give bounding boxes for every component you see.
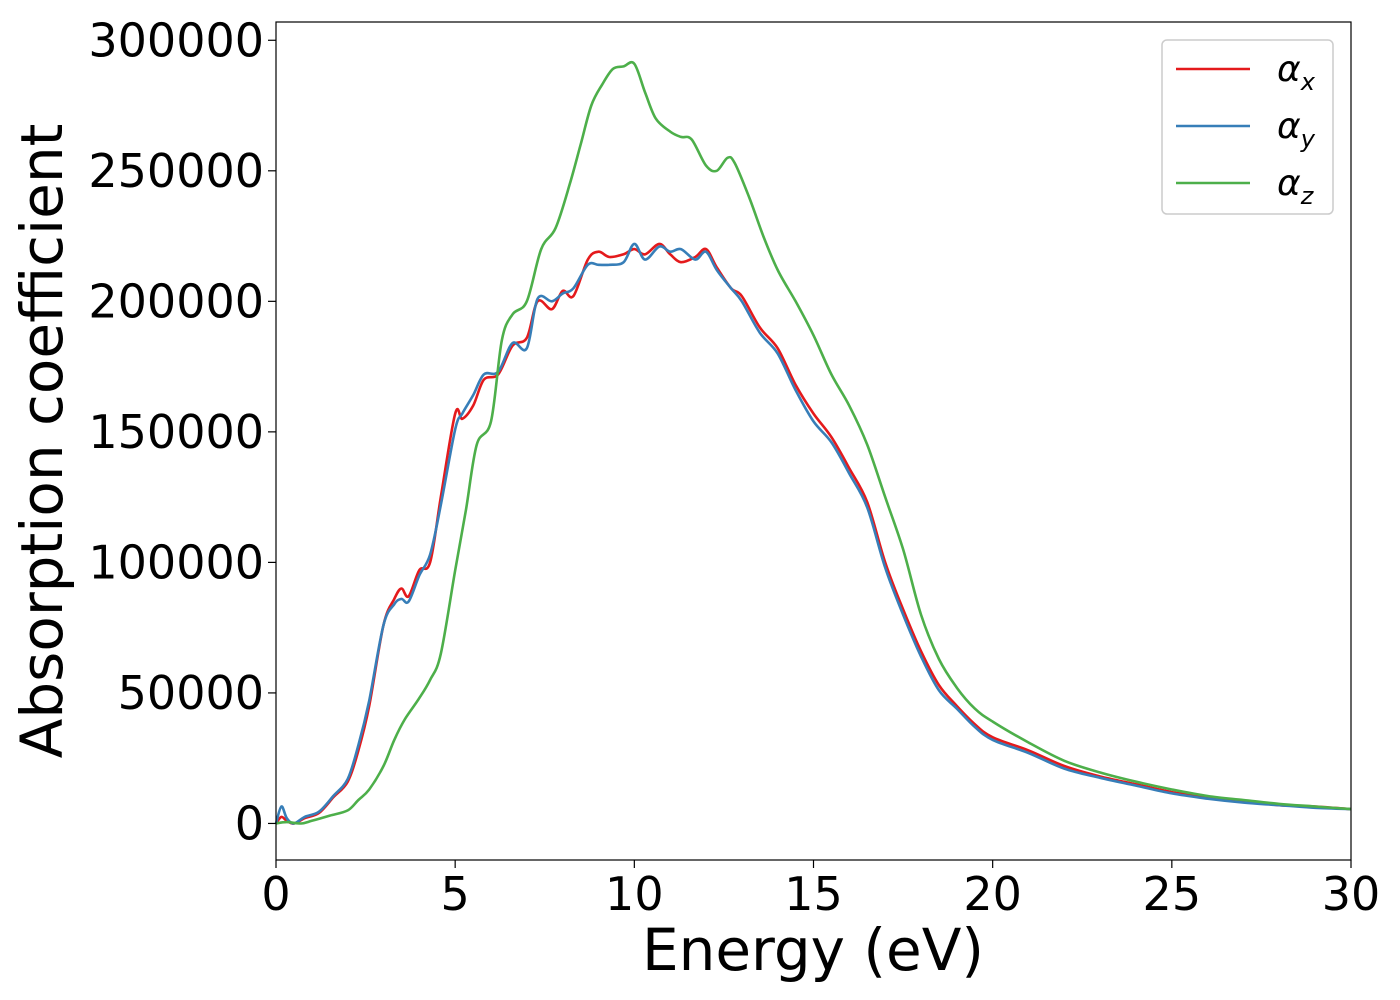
x-tick-label: 15: [784, 867, 843, 921]
y-tick-label: 150000: [88, 405, 264, 459]
series-line-alpha-x: [274, 242, 1352, 825]
x-tick-label: 0: [261, 867, 290, 921]
y-tick-label: 100000: [88, 535, 264, 589]
x-tick-label: 5: [441, 867, 470, 921]
x-axis-ticks: 0 5 10 15 20 25 30: [261, 860, 1380, 921]
y-tick-label: 50000: [118, 666, 264, 720]
y-tick-label: 250000: [88, 144, 264, 198]
series-line-alpha-y: [274, 242, 1352, 825]
x-tick-label: 25: [1143, 867, 1202, 921]
y-tick-label: 200000: [88, 274, 264, 328]
y-tick-label: 300000: [88, 13, 264, 67]
plot-lines: [274, 60, 1352, 825]
series-line-alpha-z: [275, 60, 1352, 825]
y-axis-title: Absorption coefficient: [8, 124, 76, 759]
x-tick-label: 30: [1322, 867, 1381, 921]
legend-label-z: αz: [1277, 163, 1315, 210]
x-tick-label: 20: [963, 867, 1022, 921]
x-axis-title: Energy (eV): [642, 916, 984, 984]
y-axis-ticks: 0 50000 100000 150000 200000 250000 300000: [88, 13, 276, 850]
x-tick-label: 10: [605, 867, 664, 921]
y-tick-label: 0: [235, 796, 264, 850]
